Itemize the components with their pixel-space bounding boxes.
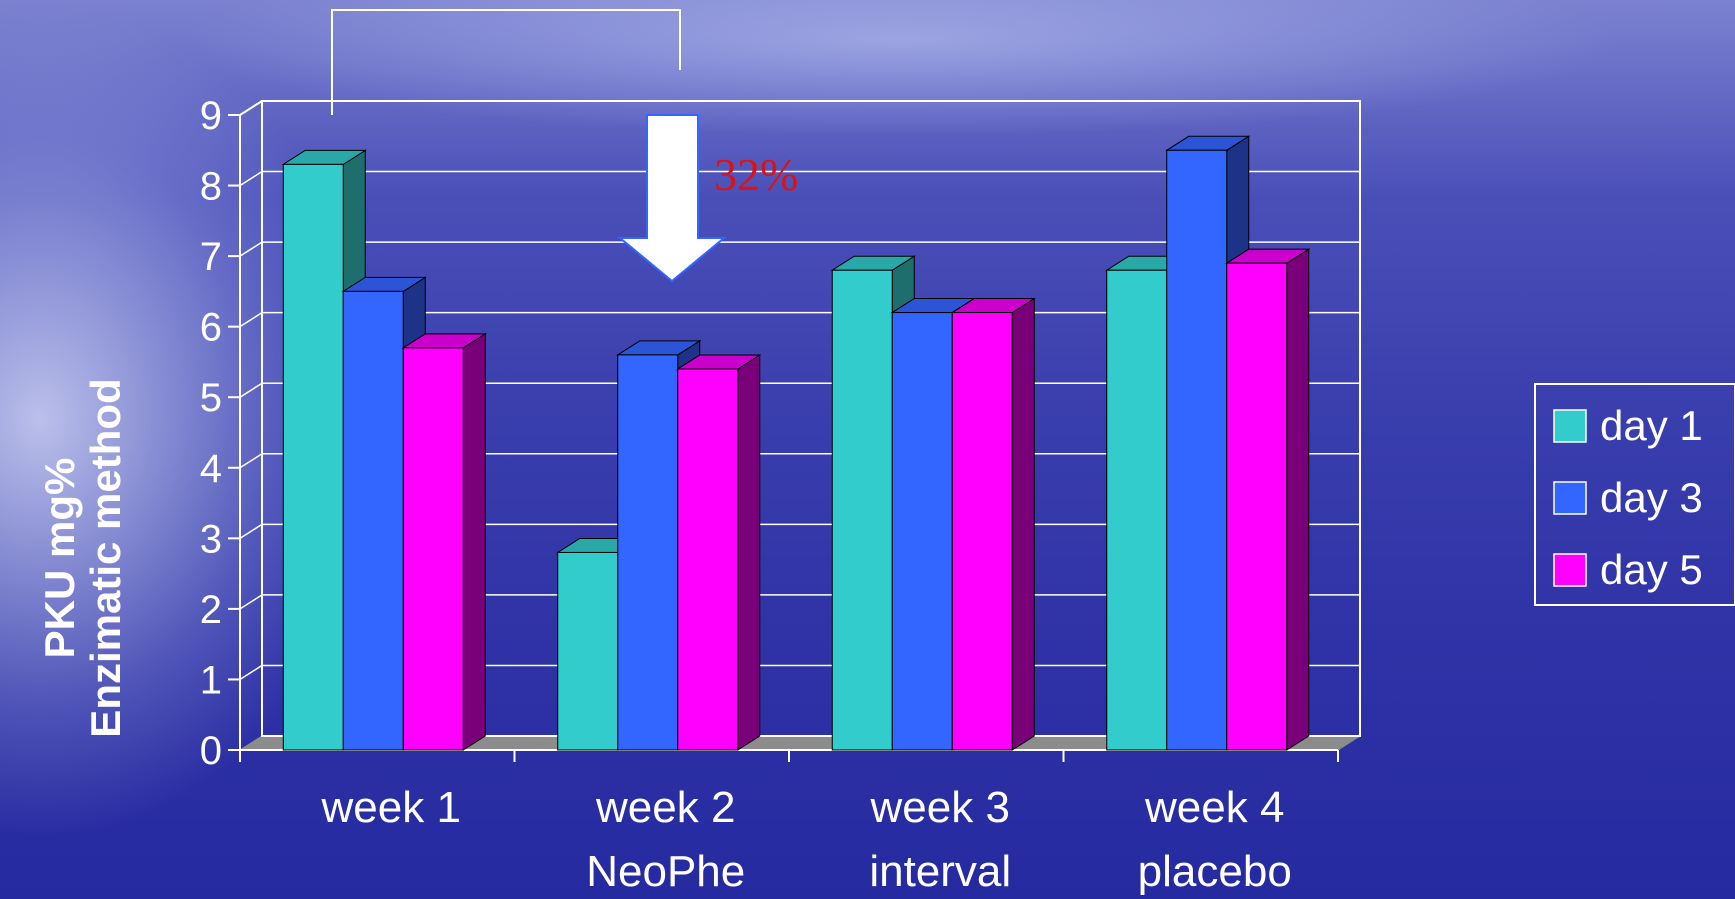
bar-front (282, 163, 344, 751)
bar-front (951, 312, 1013, 751)
bar-front (557, 551, 619, 751)
gridline-side (239, 664, 263, 681)
bar (401, 332, 487, 751)
legend-swatch (1553, 409, 1587, 443)
bar-front (402, 347, 464, 751)
y-axis-label: PKU mg% Enzimatic method (36, 378, 129, 737)
bracket-line (331, 9, 681, 115)
bar-front (617, 354, 679, 751)
bar-side (1011, 297, 1035, 751)
bar-front (677, 368, 739, 751)
gridline-side (239, 453, 263, 469)
percentage-annotation: 32% (714, 149, 798, 200)
legend-label: day 5 (1600, 546, 1703, 593)
y-tick-label: 3 (200, 517, 222, 561)
legend-swatch (1553, 481, 1587, 515)
bar (676, 354, 762, 751)
y-tick-label: 9 (200, 94, 222, 138)
x-category-label: placebo (1138, 847, 1292, 896)
y-tick-label: 1 (200, 658, 222, 702)
down-arrow-icon (617, 114, 727, 283)
legend-swatch (1553, 553, 1587, 587)
y-tick-label: 4 (200, 447, 222, 491)
chart-legend: day 1 day 3 day 5 (1534, 383, 1735, 606)
gridline-side (239, 523, 263, 539)
gridline-side (239, 241, 263, 257)
gridline-side (239, 312, 263, 328)
gridline-side (239, 170, 263, 187)
x-category-label: week 3 (870, 783, 1010, 832)
y-tick-label: 2 (200, 588, 222, 632)
bar-side (1286, 248, 1310, 751)
gridline-side (239, 594, 263, 610)
gridline-side (239, 100, 263, 116)
legend-label: day 1 (1600, 402, 1703, 449)
y-axis-label-line-2: Enzimatic method (82, 378, 129, 737)
bar-front (1226, 262, 1288, 751)
bar-side (462, 332, 486, 751)
legend-label: day 3 (1600, 474, 1703, 521)
bar-front (1106, 269, 1168, 751)
bar (1225, 248, 1311, 751)
y-tick-label: 8 (200, 165, 222, 209)
bar-front (831, 269, 893, 751)
chart-bars (281, 135, 1311, 751)
y-axis-label-line-1: PKU mg% (36, 458, 83, 659)
x-category-label: NeoPhe (586, 847, 745, 896)
bar-front (1166, 149, 1228, 751)
bar-front (891, 312, 953, 751)
x-category-label: week 1 (321, 783, 461, 832)
bar-side (737, 354, 761, 751)
y-tick-label: 5 (200, 376, 222, 420)
x-category-label: interval (869, 847, 1011, 896)
gridline-side (239, 382, 263, 398)
y-tick-label: 7 (200, 235, 222, 279)
x-category-label: week 4 (1144, 783, 1284, 832)
legend-box (1534, 383, 1735, 606)
bar (950, 297, 1036, 751)
y-tick-label: 6 (200, 306, 222, 350)
x-category-label: week 2 (595, 783, 735, 832)
y-tick-label: 0 (200, 729, 222, 773)
chart-annotation: 32% (331, 9, 798, 283)
bar-front (342, 290, 404, 751)
